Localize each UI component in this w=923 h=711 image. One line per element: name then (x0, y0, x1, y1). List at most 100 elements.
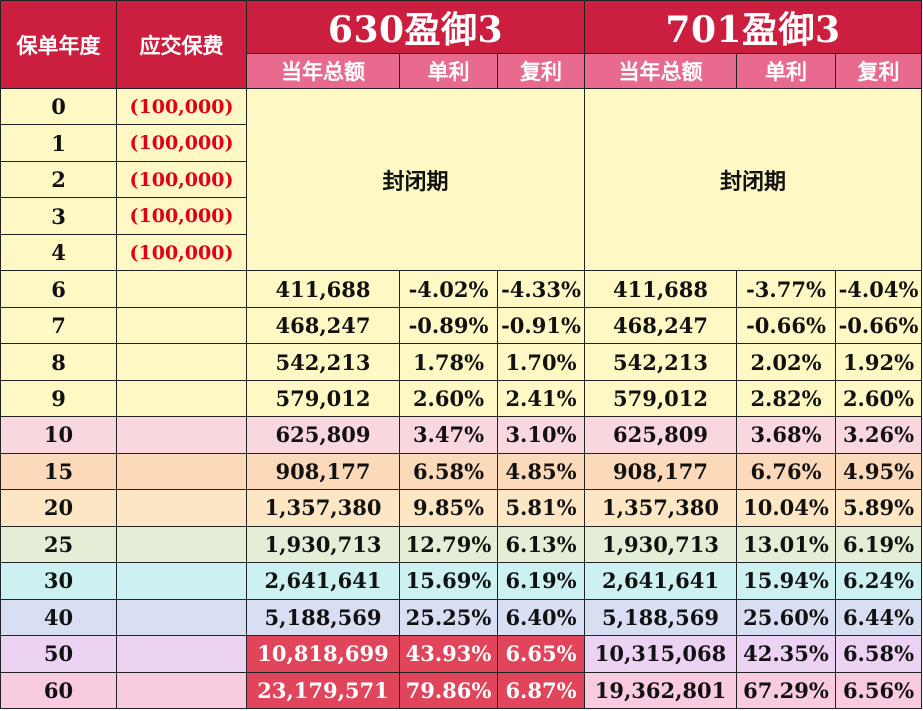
product-2-total-cell: 579,012 (584, 379, 737, 418)
product-2-compound-cell: 3.26% (835, 416, 922, 454)
product-1-total-cell: 625,809 (246, 416, 400, 454)
product-1-simple-cell: 15.69% (399, 562, 498, 600)
product-1-total-cell: 542,213 (246, 343, 400, 381)
product-2-total-cell: 1,930,713 (584, 525, 737, 564)
table-row: 7 468,247 -0.89% -0.91% 468,247 -0.66% -0.66% (0, 306, 922, 345)
product-1-simple-cell: 43.93% (399, 635, 498, 673)
product-1-simple-cell: 3.47% (399, 416, 498, 454)
premium-cell (116, 562, 247, 600)
product-1-total-cell: 468,247 (246, 306, 400, 345)
product-1-simple-cell: 12.79% (399, 525, 498, 564)
product-2-compound-header: 复利 (835, 53, 922, 89)
product-2-header: 701盈御3 (584, 0, 922, 54)
product-1-compound-cell: 3.10% (497, 416, 585, 454)
year-cell: 4 (0, 233, 117, 272)
product-2-compound-cell: 6.19% (835, 525, 922, 564)
product-1-compound-cell: -4.33% (497, 270, 585, 308)
year-cell: 9 (0, 379, 117, 418)
table-row: 20 1,357,380 9.85% 5.81% 1,357,380 10.04% 5.89… (0, 489, 922, 527)
premium-cell (116, 635, 247, 673)
product-1-total-cell: 411,688 (246, 270, 400, 308)
product-2-simple-cell: 42.35% (736, 635, 836, 673)
product-2-total-cell: 19,362,801 (584, 671, 737, 709)
premium-cell: (100,000) (116, 160, 247, 199)
table-row: 10 625,809 3.47% 3.10% 625,809 3.68% 3.26% (0, 416, 922, 454)
product-2-compound-cell: 5.89% (835, 489, 922, 527)
premium-cell: (100,000) (116, 87, 247, 126)
product-2-simple-cell: 15.94% (736, 562, 836, 600)
product-2-total-cell: 2,641,641 (584, 562, 737, 600)
product-1-compound-cell: 2.41% (497, 379, 585, 418)
table-row: 50 10,818,699 43.93% 6.65% 10,315,068 42.35% 6… (0, 635, 922, 673)
product-1-simple-header: 单利 (399, 53, 498, 89)
product-1-simple-cell: 79.86% (399, 671, 498, 709)
product-2-compound-cell: 6.44% (835, 598, 922, 637)
product-1-header: 630盈御3 (246, 0, 585, 54)
product-1-compound-cell: -0.91% (497, 306, 585, 345)
year-cell: 8 (0, 343, 117, 381)
year-cell: 30 (0, 562, 117, 600)
product-2-simple-cell: 3.68% (736, 416, 836, 454)
product-1-total-cell: 1,357,380 (246, 489, 400, 527)
product-2-simple-cell: 13.01% (736, 525, 836, 564)
product-1-total-header: 当年总额 (246, 53, 400, 89)
product-1-simple-cell: -4.02% (399, 270, 498, 308)
premium-cell (116, 671, 247, 709)
year-cell: 10 (0, 416, 117, 454)
year-cell: 50 (0, 635, 117, 673)
product-2-total-cell: 1,357,380 (584, 489, 737, 527)
product-1-total-cell: 5,188,569 (246, 598, 400, 637)
premium-cell (116, 598, 247, 637)
table-row: 60 23,179,571 79.86% 6.87% 19,362,801 67.29% 6… (0, 671, 922, 709)
product-2-compound-cell: 2.60% (835, 379, 922, 418)
year-cell: 60 (0, 671, 117, 709)
year-cell: 25 (0, 525, 117, 564)
table-body: 0 (100,000) 封闭期 封闭期 1 (100,000) 2 (100,000) 3 (10… (0, 87, 922, 709)
product-2-simple-cell: 25.60% (736, 598, 836, 637)
premium-cell (116, 452, 247, 491)
product-2-compound-cell: -0.66% (835, 306, 922, 345)
product-2-total-cell: 542,213 (584, 343, 737, 381)
year-cell: 1 (0, 124, 117, 162)
product-1-total-cell: 579,012 (246, 379, 400, 418)
product-2-compound-cell: 1.92% (835, 343, 922, 381)
product-2-simple-cell: -3.77% (736, 270, 836, 308)
product-1-total-cell: 10,818,699 (246, 635, 400, 673)
table-row: 9 579,012 2.60% 2.41% 579,012 2.82% 2.60% (0, 379, 922, 418)
premium-cell: (100,000) (116, 233, 247, 272)
table-row: 15 908,177 6.58% 4.85% 908,177 6.76% 4.95% (0, 452, 922, 491)
year-cell: 7 (0, 306, 117, 345)
product-2-simple-cell: 6.76% (736, 452, 836, 491)
product-2-total-cell: 411,688 (584, 270, 737, 308)
product-1-compound-cell: 5.81% (497, 489, 585, 527)
year-cell: 2 (0, 160, 117, 199)
product-1-total-cell: 908,177 (246, 452, 400, 491)
premium-cell (116, 343, 247, 381)
premium-cell: (100,000) (116, 197, 247, 235)
product-2-closed-period: 封闭期 (584, 87, 922, 272)
product-1-compound-cell: 6.65% (497, 635, 585, 673)
premium-header: 应交保费 (116, 0, 247, 89)
product-2-compound-cell: 6.58% (835, 635, 922, 673)
table-row: 8 542,213 1.78% 1.70% 542,213 2.02% 1.92% (0, 343, 922, 381)
product-2-total-cell: 625,809 (584, 416, 737, 454)
year-cell: 6 (0, 270, 117, 308)
product-1-simple-cell: -0.89% (399, 306, 498, 345)
product-1-simple-cell: 2.60% (399, 379, 498, 418)
product-2-compound-cell: 4.95% (835, 452, 922, 491)
product-2-compound-cell: 6.24% (835, 562, 922, 600)
product-2-simple-header: 单利 (736, 53, 836, 89)
year-cell: 0 (0, 87, 117, 126)
year-cell: 20 (0, 489, 117, 527)
product-1-simple-cell: 25.25% (399, 598, 498, 637)
product-2-total-cell: 468,247 (584, 306, 737, 345)
premium-cell (116, 379, 247, 418)
year-cell: 40 (0, 598, 117, 637)
product-1-compound-cell: 1.70% (497, 343, 585, 381)
premium-cell: (100,000) (116, 124, 247, 162)
product-2-simple-cell: 2.02% (736, 343, 836, 381)
premium-cell (116, 416, 247, 454)
product-1-compound-cell: 6.13% (497, 525, 585, 564)
premium-cell (116, 306, 247, 345)
